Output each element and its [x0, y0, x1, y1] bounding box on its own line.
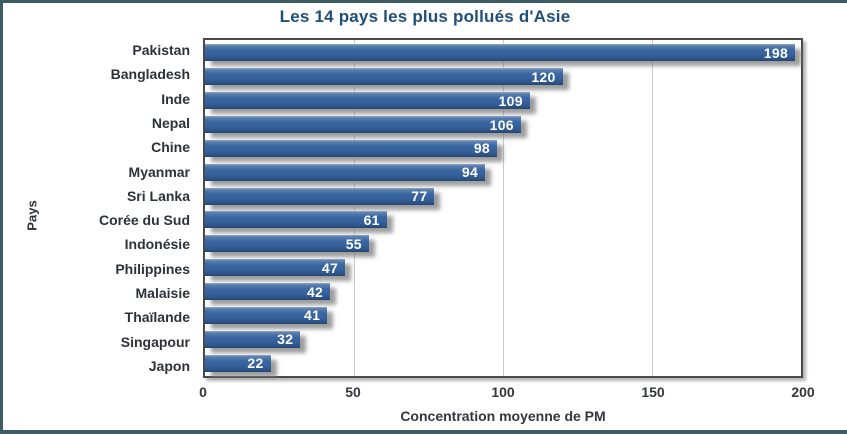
bar-row: 41	[205, 303, 801, 327]
bar-value-label: 120	[531, 68, 556, 85]
gridline	[503, 40, 504, 376]
bar-value-label: 109	[498, 92, 523, 109]
x-axis-title: Concentration moyenne de PM	[400, 408, 606, 424]
category-label: Singapour	[120, 333, 190, 350]
chart-title: Les 14 pays les plus pollués d'Asie	[279, 7, 571, 26]
bar-row: 109	[205, 89, 801, 113]
category-label: Corée du Sud	[98, 212, 190, 229]
bar-value-label: 98	[473, 140, 491, 157]
bar: 109	[205, 92, 530, 110]
category-label: Indonésie	[124, 236, 190, 253]
category-label: Malaisie	[135, 284, 190, 301]
bar-value-label: 55	[345, 235, 362, 252]
bar-row: 42	[205, 280, 801, 304]
bar-value-label: 41	[303, 307, 321, 324]
x-tick-label: 0	[199, 384, 207, 400]
category-label: Philippines	[115, 260, 190, 277]
bar: 198	[205, 44, 796, 62]
bar-value-label: 198	[763, 44, 789, 61]
bar-row: 55	[205, 232, 801, 256]
bar-row: 22	[205, 351, 801, 375]
category-label: Myanmar	[128, 163, 190, 180]
x-tick-label: 200	[791, 384, 815, 400]
bar-row: 32	[205, 327, 801, 351]
bar: 77	[205, 187, 435, 205]
plot-area: 198 120 109 106 98 94 77 61 55 47 42 41 32 22	[203, 38, 803, 378]
bar: 61	[205, 211, 387, 229]
bar-row: 77	[205, 184, 801, 208]
bar-value-label: 94	[461, 164, 479, 181]
bar: 22	[205, 354, 271, 372]
category-label: Inde	[161, 90, 190, 107]
bar-value-label: 47	[321, 259, 339, 276]
category-label: Pakistan	[132, 42, 190, 59]
category-label: Bangladesh	[110, 66, 190, 83]
bar: 32	[205, 330, 301, 348]
bar-row: 94	[205, 160, 801, 184]
gridline	[652, 40, 653, 376]
bar-value-label: 61	[363, 211, 380, 228]
bar: 98	[205, 139, 498, 157]
bar-series: 198 120 109 106 98 94 77 61 55 47 42 41 32 22	[205, 40, 801, 376]
bar: 106	[205, 116, 521, 133]
category-label: Sri Lanka	[126, 187, 190, 204]
bar-row: 98	[205, 136, 801, 160]
category-label: Thaïlande	[124, 309, 190, 326]
bar: 47	[205, 259, 346, 277]
bar-value-label: 32	[277, 331, 294, 348]
bar-value-label: 42	[306, 283, 324, 300]
bar-row: 198	[205, 41, 801, 65]
bar-row: 120	[205, 65, 801, 89]
x-axis-ticks: 0 50 100 150 200	[199, 384, 815, 402]
bar-row: 47	[205, 256, 801, 280]
bar-row: 61	[205, 208, 801, 232]
category-label: Chine	[151, 139, 190, 156]
bar-row: 106	[205, 113, 801, 137]
category-axis: Pakistan Bangladesh Inde Nepal Chine Myanmar S…	[3, 38, 200, 378]
bar: 42	[205, 283, 331, 301]
x-tick-label: 50	[345, 384, 361, 400]
bar: 41	[205, 306, 328, 324]
bar: 120	[205, 68, 563, 86]
bar-value-label: 106	[489, 116, 514, 133]
x-tick-label: 100	[491, 384, 515, 400]
gridline	[354, 40, 355, 376]
x-tick-label: 150	[641, 384, 665, 400]
category-label: Nepal	[151, 114, 190, 131]
bar-value-label: 77	[411, 188, 428, 205]
bar: 94	[205, 163, 486, 181]
bar: 55	[205, 235, 369, 253]
category-label: Japon	[148, 357, 190, 374]
bar-value-label: 22	[247, 355, 264, 372]
